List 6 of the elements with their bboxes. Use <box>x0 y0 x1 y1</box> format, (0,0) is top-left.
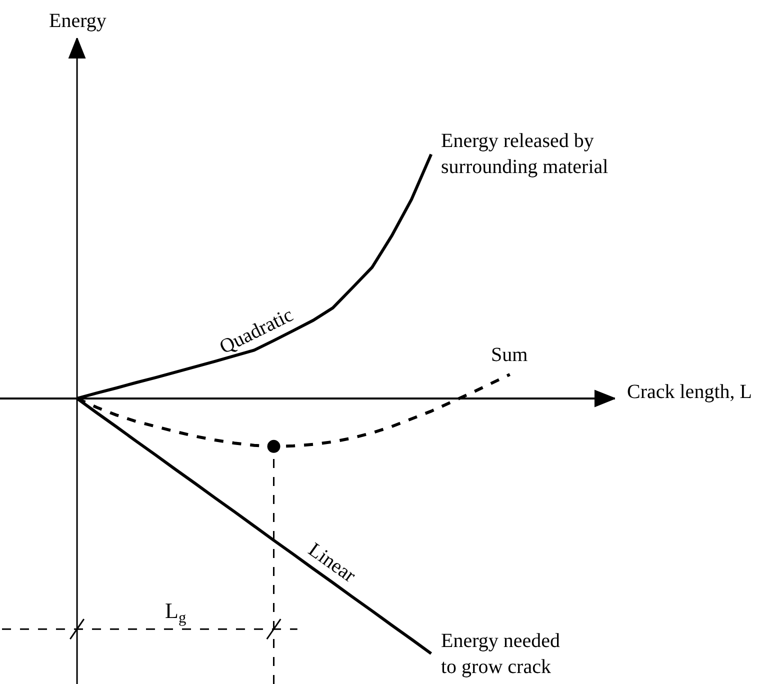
annotation: L$_{g}$ <box>165 598 186 627</box>
text: Energy <box>49 10 106 32</box>
annotation: Energy needed to grow crack <box>441 630 560 678</box>
series-label: Sum <box>491 344 528 366</box>
annotation: Energy released by surrounding material <box>441 130 609 178</box>
text: Crack length, L <box>627 381 752 403</box>
